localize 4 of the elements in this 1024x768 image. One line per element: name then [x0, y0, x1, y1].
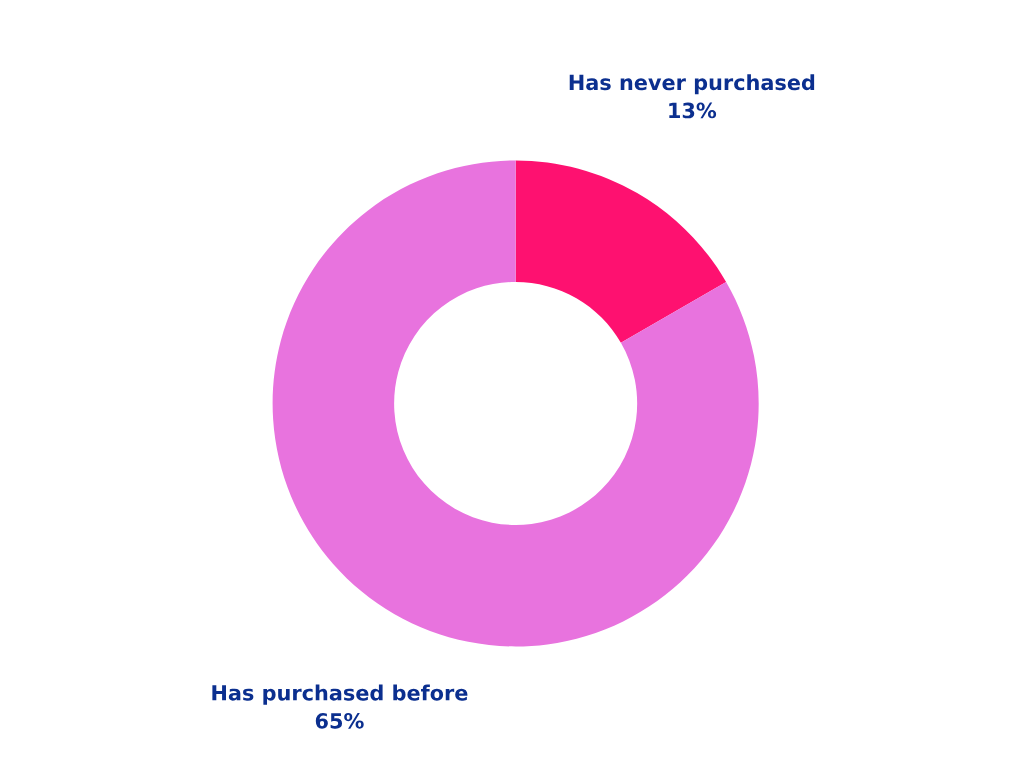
slice-label: Has purchased before	[212, 684, 468, 705]
slice-label: Has never purchased	[569, 74, 815, 95]
data-label: 65%	[315, 712, 364, 729]
data-label: 13%	[669, 102, 717, 119]
